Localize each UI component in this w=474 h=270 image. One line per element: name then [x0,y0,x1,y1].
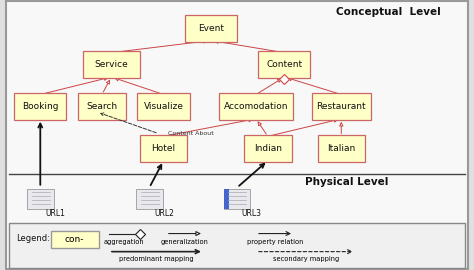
FancyBboxPatch shape [224,189,250,209]
FancyBboxPatch shape [83,51,140,78]
FancyBboxPatch shape [219,93,293,120]
Text: Accomodation: Accomodation [224,102,288,111]
FancyBboxPatch shape [14,93,66,120]
Text: aggregation: aggregation [104,239,145,245]
FancyBboxPatch shape [9,223,465,268]
Text: Search: Search [86,102,118,111]
Text: Event: Event [198,24,224,33]
Text: Content: Content [266,60,302,69]
Text: Indian: Indian [254,144,282,153]
Text: Italian: Italian [327,144,356,153]
Text: Service: Service [94,60,128,69]
Text: con-: con- [64,235,84,244]
Text: predominant mapping: predominant mapping [119,256,194,262]
FancyBboxPatch shape [137,93,190,120]
FancyBboxPatch shape [318,135,365,162]
FancyBboxPatch shape [224,189,229,209]
FancyBboxPatch shape [311,93,371,120]
FancyBboxPatch shape [185,15,237,42]
Text: Legend:: Legend: [17,234,50,244]
Text: Hotel: Hotel [152,144,175,153]
Text: property relation: property relation [247,239,303,245]
Text: Conceptual  Level: Conceptual Level [337,7,441,17]
Text: URL1: URL1 [45,209,65,218]
Text: URL3: URL3 [242,209,262,218]
Text: Restaurant: Restaurant [317,102,366,111]
FancyBboxPatch shape [27,189,54,209]
FancyBboxPatch shape [258,51,310,78]
Text: generalization: generalization [161,239,209,245]
FancyBboxPatch shape [244,135,292,162]
Text: secondary mapping: secondary mapping [273,256,339,262]
FancyBboxPatch shape [140,135,187,162]
Text: Physical Level: Physical Level [305,177,389,187]
FancyBboxPatch shape [6,1,468,269]
Text: Visualize: Visualize [144,102,183,111]
FancyBboxPatch shape [136,189,163,209]
Text: Content About: Content About [168,131,214,136]
Text: Booking: Booking [22,102,59,111]
FancyBboxPatch shape [78,93,126,120]
FancyBboxPatch shape [51,231,99,248]
Text: URL2: URL2 [154,209,174,218]
